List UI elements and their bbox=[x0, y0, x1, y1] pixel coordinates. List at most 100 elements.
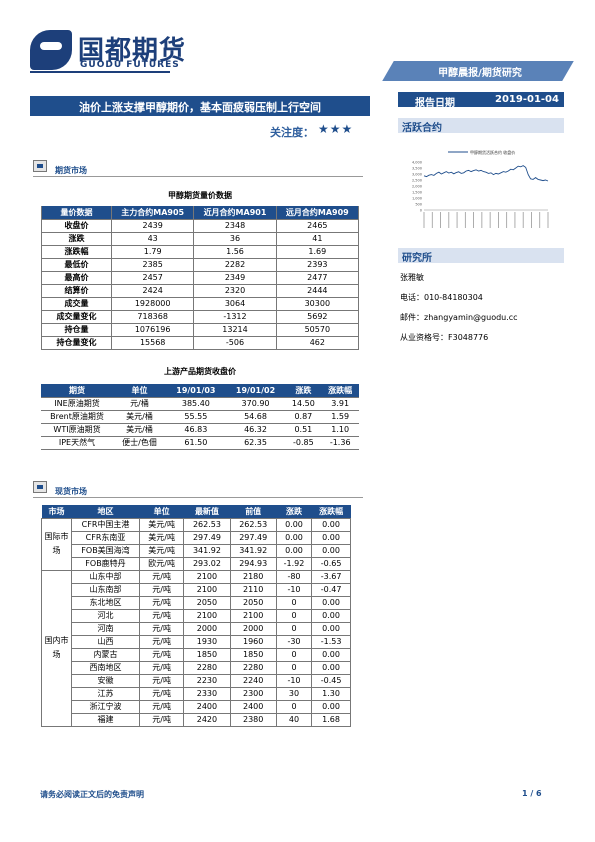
table-cell: 1.68 bbox=[311, 712, 351, 727]
table-cell: -1312 bbox=[193, 310, 277, 324]
table-cell: INE原油期货 bbox=[41, 397, 113, 411]
table-cell: 河北 bbox=[71, 608, 140, 623]
col-header: 涨跌 bbox=[276, 505, 312, 519]
section-divider bbox=[33, 497, 363, 498]
table-row: 国内市场 山东中部 元/吨 2100 2180 -80 -3.67 bbox=[41, 569, 351, 727]
upstream-table-caption: 上游产品期货收盘价 bbox=[164, 367, 236, 376]
analyst-email[interactable]: 邮件：zhangyamin@guodu.cc bbox=[400, 313, 518, 322]
table-cell: 294.93 bbox=[229, 556, 277, 571]
table-cell: 2465 bbox=[275, 219, 360, 233]
col-header: 19/01/02 bbox=[225, 384, 286, 398]
market-group-cell: 国际市场 bbox=[41, 517, 72, 571]
table-cell: 0.00 bbox=[311, 608, 351, 623]
table-row: 最高价 2457 2349 2477 bbox=[41, 271, 360, 285]
table-cell: 1930 bbox=[183, 634, 231, 649]
table-cell: WTI原油期货 bbox=[41, 423, 113, 437]
table-cell: CFR中国主港 bbox=[71, 517, 140, 532]
table-cell: 元/吨 bbox=[138, 621, 185, 636]
table-cell: 山东南部 bbox=[71, 582, 140, 597]
futures-table-caption: 甲醇期货量价数据 bbox=[168, 191, 232, 200]
table-row: 成交量 1928000 3064 30300 bbox=[41, 297, 360, 311]
table-cell: -80 bbox=[275, 569, 313, 584]
table-cell: IPE天然气 bbox=[41, 436, 113, 450]
table-cell: 30300 bbox=[275, 297, 360, 311]
table-cell: -0.85 bbox=[285, 436, 322, 450]
table-cell: 最高价 bbox=[41, 271, 112, 285]
table-cell: 14.50 bbox=[285, 397, 322, 411]
table-cell: 2457 bbox=[110, 271, 195, 285]
section-divider bbox=[33, 176, 363, 177]
table-cell: 2400 bbox=[183, 699, 231, 714]
col-header: 地区 bbox=[71, 505, 140, 519]
table-cell: 元/吨 bbox=[138, 660, 185, 675]
section-icon bbox=[33, 481, 47, 493]
research-header: 研究所 bbox=[398, 248, 564, 264]
page-number: 1 / 6 bbox=[522, 789, 542, 798]
table-cell: 43 bbox=[110, 232, 195, 246]
table-cell: 河南 bbox=[71, 621, 140, 636]
table-cell: 30 bbox=[275, 686, 313, 701]
table-cell: 341.92 bbox=[183, 543, 231, 558]
table-cell: 46.32 bbox=[225, 423, 286, 437]
table-row: 西南地区 元/吨 2280 2280 0 0.00 bbox=[42, 660, 351, 675]
table-cell: 持仓量 bbox=[41, 323, 112, 337]
table-row: 收盘价 2439 2348 2465 bbox=[41, 219, 360, 233]
table-cell: 2320 bbox=[193, 284, 277, 298]
table-row: 山东南部 元/吨 2100 2110 -10 -0.47 bbox=[42, 582, 351, 597]
table-cell: 1850 bbox=[183, 647, 231, 662]
x-tick-mark bbox=[514, 212, 516, 228]
table-cell: 54.68 bbox=[225, 410, 286, 424]
table-cell: -0.45 bbox=[311, 673, 351, 688]
col-header: 单位 bbox=[139, 505, 184, 519]
table-cell: 涨跌幅 bbox=[41, 245, 112, 259]
table-cell: 收盘价 bbox=[41, 219, 112, 233]
table-cell: 0.00 bbox=[311, 530, 351, 545]
table-cell: 美元/吨 bbox=[138, 517, 185, 532]
table-row: IPE天然气 便士/色佃 61.50 62.35 -0.85 -1.36 bbox=[41, 436, 359, 450]
col-header: 量价数据 bbox=[41, 206, 112, 220]
table-cell: 结算价 bbox=[41, 284, 112, 298]
table-cell: 341.92 bbox=[229, 543, 277, 558]
table-cell: 3064 bbox=[193, 297, 277, 311]
chart-legend-label: 甲醇期货活跃合约 收盘价 bbox=[470, 149, 515, 155]
table-cell: 262.53 bbox=[229, 517, 277, 532]
x-tick-mark bbox=[456, 212, 458, 228]
table-cell: 2100 bbox=[229, 608, 277, 623]
table-cell: 成交量 bbox=[41, 297, 112, 311]
table-cell: 385.40 bbox=[166, 397, 226, 411]
table-cell: 1.30 bbox=[311, 686, 351, 701]
disclaimer-link[interactable]: 请务必阅读正文后的免责声明 bbox=[40, 790, 144, 799]
logo-text-cn: 国都期货 bbox=[78, 36, 187, 66]
attention-label: 关注度： bbox=[270, 126, 314, 139]
table-cell: 2050 bbox=[183, 595, 231, 610]
table-cell: -3.67 bbox=[311, 569, 351, 584]
table-row: 内蒙古 元/吨 1850 1850 0 0.00 bbox=[42, 647, 351, 662]
table-cell: 293.02 bbox=[183, 556, 231, 571]
table-row: 河南 元/吨 2000 2000 0 0.00 bbox=[42, 621, 351, 636]
table-cell: 2424 bbox=[110, 284, 195, 298]
table-cell: 元/吨 bbox=[138, 712, 185, 727]
x-tick-mark bbox=[498, 212, 499, 228]
table-cell: 1.69 bbox=[275, 245, 360, 259]
table-row: 持仓量变化 15568 -506 462 bbox=[41, 336, 360, 350]
x-tick-mark bbox=[522, 212, 524, 228]
table-cell: 0.00 bbox=[275, 530, 313, 545]
table-cell: 0 bbox=[275, 595, 313, 610]
table-cell: 2050 bbox=[229, 595, 277, 610]
table-cell: -1.36 bbox=[321, 436, 359, 450]
x-tick-mark bbox=[539, 212, 541, 228]
y-tick-label: 1,500 bbox=[412, 191, 422, 195]
table-cell: 2330 bbox=[183, 686, 231, 701]
table-cell: 2420 bbox=[183, 712, 231, 727]
table-cell: 2393 bbox=[275, 258, 360, 272]
table-cell: 2280 bbox=[183, 660, 231, 675]
table-cell: 370.90 bbox=[225, 397, 286, 411]
y-tick-label: 3,000 bbox=[412, 173, 422, 177]
table-cell: 0.00 bbox=[311, 660, 351, 675]
table-cell: 2110 bbox=[229, 582, 277, 597]
table-cell: 0 bbox=[275, 608, 313, 623]
table-row: FOB鹿特丹 欧元/吨 293.02 294.93 -1.92 -0.65 bbox=[42, 556, 351, 571]
table-cell: -0.47 bbox=[311, 582, 351, 597]
table-cell: 山东中部 bbox=[71, 569, 140, 584]
spot-table: 市场 地区 单位 最新值 前值 涨跌 涨跌幅 国际市场 CFR中国主港 美元/吨 26… bbox=[41, 505, 351, 727]
